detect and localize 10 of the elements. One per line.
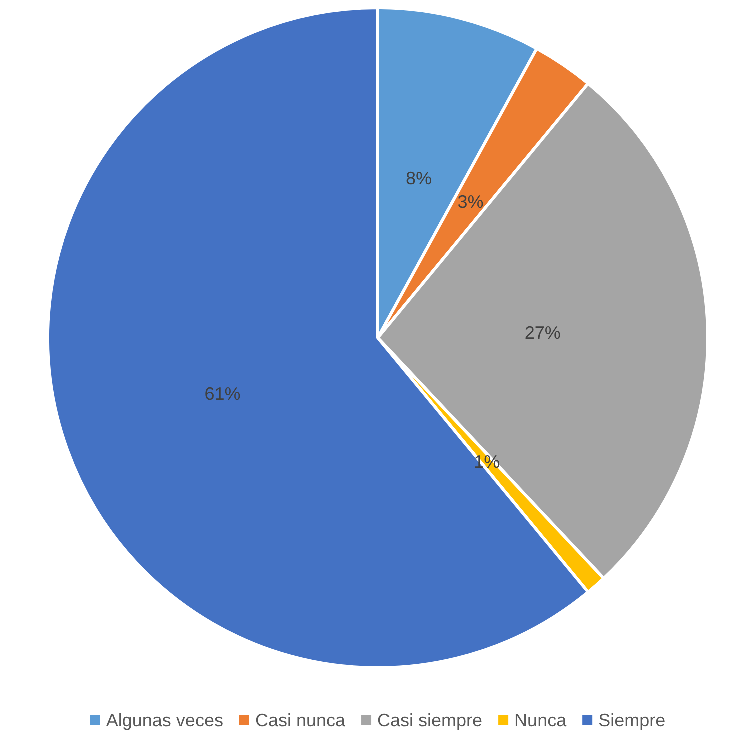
data-label: 8%: [406, 168, 432, 188]
data-label: 1%: [474, 452, 500, 472]
data-label: 27%: [524, 323, 561, 344]
data-label: 61%: [204, 384, 241, 404]
legend-label: Siempre: [598, 710, 666, 730]
legend-label: Casi siempre: [378, 710, 483, 730]
legend-label: Nunca: [514, 710, 568, 730]
legend-label: Casi nunca: [255, 710, 347, 730]
data-label: 3%: [458, 192, 484, 212]
legend-label: Algunas veces: [106, 710, 224, 730]
